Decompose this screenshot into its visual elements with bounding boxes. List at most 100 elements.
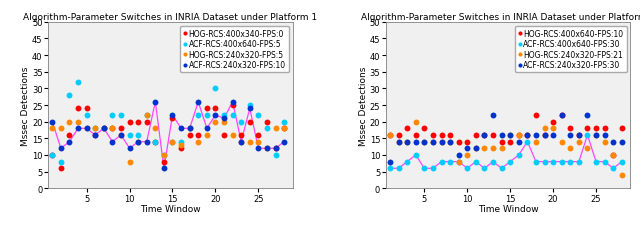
Point (219, 114, 229, 117)
Point (505, 133, 515, 137)
Point (159, 167, 169, 170)
Point (236, 120, 246, 124)
Point (108, 114, 118, 117)
Point (565, 127, 575, 131)
Point (402, 160, 412, 164)
Point (124, 120, 134, 124)
Point (471, 147, 481, 151)
Point (193, 140, 204, 144)
Point (582, 127, 593, 131)
Point (522, 140, 532, 144)
Point (236, 133, 246, 137)
Point (65, 120, 75, 124)
Point (608, 153, 618, 157)
Point (108, 127, 118, 131)
Point (454, 160, 464, 164)
Point (522, 133, 532, 137)
Point (574, 133, 584, 137)
Point (402, 127, 412, 131)
Point (184, 127, 195, 131)
Point (65, 140, 75, 144)
Point (462, 153, 472, 157)
Point (505, 160, 515, 164)
Point (262, 127, 272, 131)
Point (168, 140, 178, 144)
Point (244, 140, 255, 144)
Point (108, 127, 118, 131)
Point (565, 160, 575, 164)
Point (116, 114, 126, 117)
Point (600, 133, 610, 137)
Point (608, 140, 618, 144)
Point (244, 104, 255, 107)
Point (47, 153, 58, 157)
Point (419, 140, 429, 144)
Point (159, 160, 169, 164)
Point (176, 140, 186, 144)
Point (176, 147, 186, 151)
Point (279, 140, 289, 144)
Point (73, 127, 83, 131)
Point (193, 100, 204, 104)
Point (411, 120, 421, 124)
Point (540, 133, 550, 137)
Point (159, 153, 169, 157)
X-axis label: Time Window: Time Window (477, 204, 538, 213)
Point (211, 120, 221, 124)
Point (419, 167, 429, 170)
Point (244, 107, 255, 111)
Point (479, 133, 490, 137)
Point (133, 133, 143, 137)
Point (99, 127, 109, 131)
Point (617, 173, 627, 177)
Point (394, 167, 404, 170)
Point (253, 133, 264, 137)
Point (73, 120, 83, 124)
Point (479, 133, 490, 137)
Point (90, 127, 100, 131)
Point (514, 153, 524, 157)
Point (211, 107, 221, 111)
Point (488, 114, 498, 117)
Point (436, 140, 447, 144)
Point (419, 127, 429, 131)
Legend: HOG-RCS:400x640-FPS:10, ACF-RCS:400x640-FPS:30, HOG-RCS:240x320-FPS:21, ACF-RCS:: HOG-RCS:400x640-FPS:10, ACF-RCS:400x640-… (515, 27, 627, 73)
Point (479, 167, 490, 170)
Point (124, 147, 134, 151)
Y-axis label: Mssec Detections: Mssec Detections (359, 66, 368, 145)
Point (531, 140, 541, 144)
Point (565, 147, 575, 151)
Point (505, 140, 515, 144)
Point (445, 160, 455, 164)
Point (591, 133, 601, 137)
Point (385, 167, 395, 170)
Point (428, 140, 438, 144)
Point (271, 127, 281, 131)
Point (428, 167, 438, 170)
Point (617, 140, 627, 144)
Point (168, 117, 178, 121)
Point (411, 133, 421, 137)
Point (279, 127, 289, 131)
Point (445, 140, 455, 144)
Point (436, 133, 447, 137)
Point (81, 127, 92, 131)
Point (141, 120, 152, 124)
Point (219, 120, 229, 124)
Point (497, 167, 507, 170)
Point (168, 114, 178, 117)
Point (540, 127, 550, 131)
Point (193, 114, 204, 117)
Point (582, 114, 593, 117)
Point (271, 153, 281, 157)
Point (385, 133, 395, 137)
Point (133, 140, 143, 144)
Point (253, 147, 264, 151)
Point (124, 160, 134, 164)
Point (133, 140, 143, 144)
Point (227, 114, 237, 117)
Point (227, 100, 237, 104)
Point (402, 140, 412, 144)
Point (488, 147, 498, 151)
Point (591, 127, 601, 131)
